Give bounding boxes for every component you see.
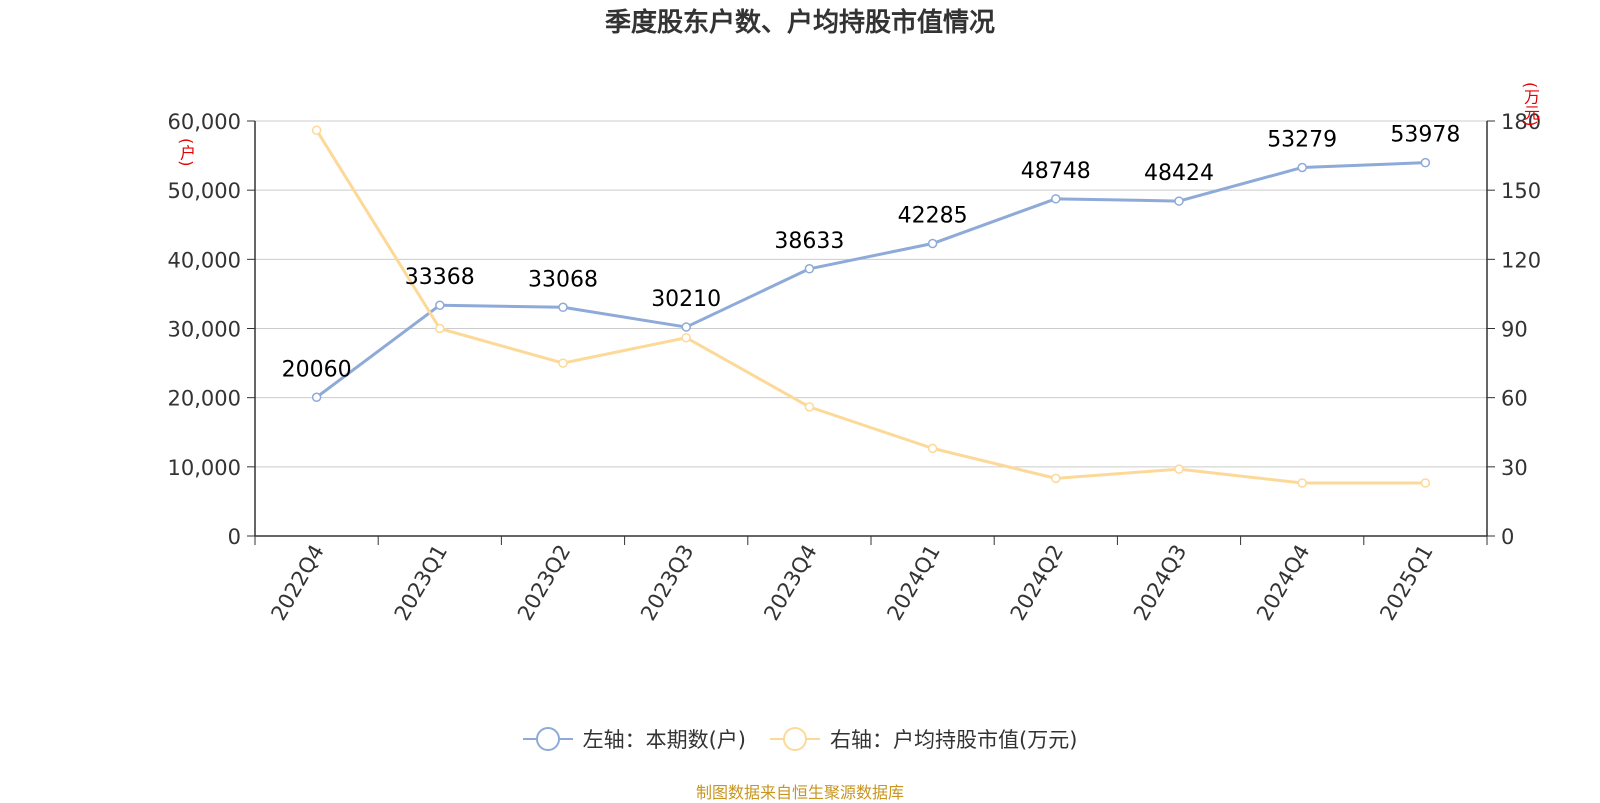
data-point-left — [1174, 196, 1184, 206]
data-label: 42285 — [898, 204, 968, 229]
data-label: 53279 — [1267, 127, 1337, 152]
data-point-right — [1297, 478, 1307, 488]
legend-label: 右轴：户均持股市值(万元) — [830, 728, 1078, 752]
series-line-right — [315, 129, 1426, 485]
x-axis-tick-label: 2023Q1 — [390, 541, 452, 625]
x-axis-tick-label: 2024Q4 — [1252, 541, 1314, 625]
data-label: 33068 — [528, 267, 598, 292]
x-axis-tick-label: 2024Q3 — [1129, 541, 1191, 625]
data-point-left — [804, 264, 815, 274]
left-axis-tick-label: 60,000 — [168, 110, 241, 134]
source-footer: 制图数据来自恒生聚源数据库 — [695, 783, 904, 802]
data-point-right — [1051, 473, 1061, 484]
data-point-right — [435, 323, 445, 334]
data-point-left — [311, 392, 322, 403]
data-point-right — [1420, 478, 1431, 488]
left-axis-unit: (户) — [177, 138, 196, 167]
x-axis-tick-label: 2023Q2 — [513, 541, 575, 625]
data-point-left — [681, 322, 691, 332]
left-axis-tick-label: 40,000 — [168, 248, 241, 272]
right-axis-unit: (万元) — [1521, 82, 1540, 127]
data-point-right — [804, 402, 815, 412]
right-axis-tick-label: 120 — [1501, 248, 1541, 272]
data-label: 48748 — [1021, 159, 1091, 184]
left-axis-tick-label: 0 — [228, 525, 241, 549]
left-axis-tick-label: 10,000 — [168, 456, 241, 480]
right-axis-tick-label: 150 — [1501, 179, 1541, 203]
legend-item-left-series[interactable]: 左轴：本期数(户) — [522, 724, 746, 754]
left-axis-tick-label: 20,000 — [168, 387, 241, 411]
right-axis-tick-label: 60 — [1501, 387, 1528, 411]
data-point-left — [1297, 162, 1307, 173]
right-axis-tick-label: 0 — [1501, 525, 1514, 549]
legend-label: 左轴：本期数(户) — [582, 728, 746, 752]
data-label: 53978 — [1390, 123, 1460, 148]
right-axis-tick-label: 30 — [1501, 456, 1528, 480]
data-point-left — [1420, 157, 1431, 168]
data-point-right — [558, 358, 568, 368]
data-point-right — [311, 125, 322, 135]
x-axis-tick-label: 2023Q3 — [636, 541, 698, 625]
right-axis-tick-label: 90 — [1501, 318, 1528, 342]
x-axis-tick-label: 2023Q4 — [759, 541, 821, 625]
left-axis-tick-label: 50,000 — [168, 179, 241, 203]
legend-marker-icon — [770, 726, 820, 752]
x-axis-tick-label: 2024Q1 — [882, 541, 944, 625]
data-label: 48424 — [1144, 161, 1214, 186]
legend-marker-icon — [522, 726, 573, 752]
x-axis-tick-label: 2025Q1 — [1375, 541, 1437, 625]
right-axis-tick-label: 180 — [1501, 110, 1541, 134]
data-point-left — [435, 300, 445, 310]
chart-title: 季度股东户数、户均持股市值情况 — [604, 8, 995, 38]
series-line-left — [315, 161, 1426, 399]
data-label: 33368 — [405, 265, 475, 290]
data-point-right — [681, 332, 691, 343]
data-point-left — [1051, 194, 1061, 204]
data-label: 38633 — [774, 229, 844, 254]
data-point-right — [927, 443, 938, 454]
legend: 左轴：本期数(户) 右轴：户均持股市值(万元) — [0, 724, 1600, 754]
data-label: 20060 — [282, 357, 352, 382]
legend-item-right-series[interactable]: 右轴：户均持股市值(万元) — [770, 724, 1077, 754]
data-label: 30210 — [651, 287, 721, 312]
x-axis-tick-label: 2022Q4 — [266, 541, 328, 625]
data-point-right — [1174, 464, 1184, 474]
x-axis-tick-label: 2024Q2 — [1006, 541, 1068, 625]
data-point-left — [558, 302, 568, 313]
data-point-left — [927, 238, 938, 249]
left-axis-tick-label: 30,000 — [168, 318, 241, 342]
